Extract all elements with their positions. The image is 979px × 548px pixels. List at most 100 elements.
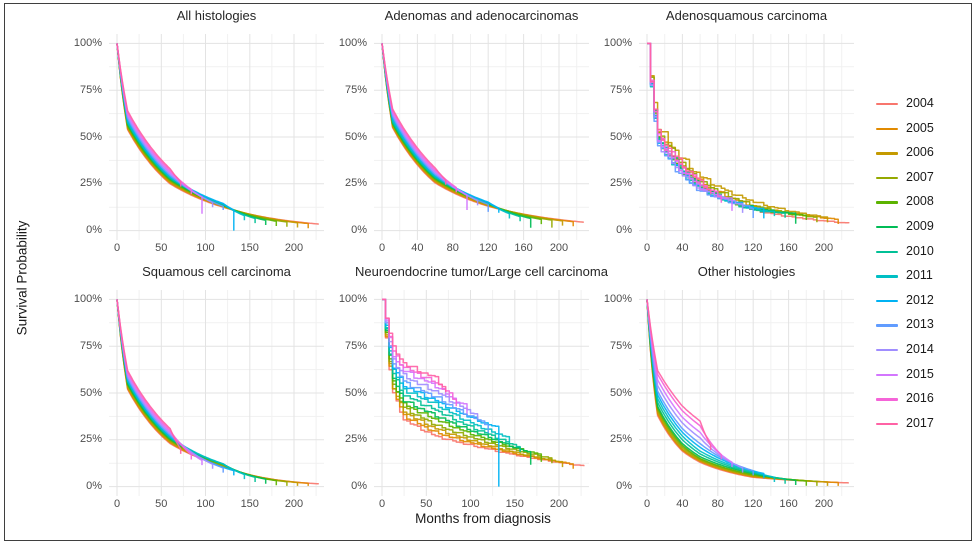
x-tick-label: 40 (676, 498, 689, 510)
legend-key-line-2015 (876, 373, 898, 376)
x-tick-label: 160 (514, 242, 533, 254)
legend-key-line-2009 (876, 226, 898, 229)
x-tick-label: 160 (779, 242, 798, 254)
legend-key-line-2017 (876, 422, 898, 426)
facet-title-3: Adenosquamous carcinoma (665, 8, 828, 23)
x-tick-label: 120 (744, 242, 763, 254)
x-tick-label: 80 (711, 498, 724, 510)
y-tick-label: 100% (603, 292, 632, 305)
legend-label-2004: 2004 (906, 96, 934, 110)
y-tick-label: 25% (609, 177, 632, 190)
survival-curve-facet4-2014 (116, 299, 214, 469)
survival-curve-facet5-2017 (382, 298, 447, 392)
survival-curve-facet5-2004 (382, 298, 585, 467)
survival-curve-facet2-2004 (381, 43, 584, 223)
x-tick-label: 50 (155, 498, 168, 510)
survival-curve-facet4-2015 (116, 299, 203, 466)
x-tick-label: 120 (744, 498, 763, 510)
x-tick-label: 150 (505, 498, 524, 510)
legend-label-2013: 2013 (906, 317, 934, 332)
y-tick-label: 50% (79, 386, 102, 399)
x-tick-label: 0 (378, 242, 386, 254)
x-tick-label: 0 (378, 498, 386, 510)
y-tick-label: 50% (609, 130, 632, 143)
survival-curve-facet3-2004 (647, 42, 850, 224)
x-tick-label: 200 (549, 242, 569, 254)
survival-curve-facet4-2004 (116, 299, 319, 485)
y-tick-label: 100% (73, 36, 102, 49)
x-tick-label: 40 (411, 242, 424, 254)
survival-curve-facet3-2014 (647, 42, 744, 213)
y-axis-title: Survival Probability (14, 220, 30, 336)
y-tick-label: 100% (338, 36, 367, 49)
y-tick-label: 75% (609, 339, 632, 352)
survival-curve-facet3-2008 (647, 42, 808, 220)
x-tick-label: 200 (284, 242, 304, 254)
x-tick-label: 0 (113, 242, 121, 254)
facet-title-2: Adenomas and adenocarcinomas (384, 8, 579, 23)
legend-key-line-2006 (876, 152, 898, 155)
y-tick-label: 75% (609, 83, 632, 96)
y-tick-label: 100% (338, 292, 367, 305)
x-tick-label: 100 (196, 498, 215, 510)
survival-curve-facet6-2011 (646, 299, 776, 482)
survival-curve-facet3-2006 (647, 42, 829, 223)
legend-label-2015: 2015 (906, 366, 934, 381)
x-tick-label: 50 (420, 498, 433, 510)
facet-title-4: Squamous cell carcinoma (142, 264, 291, 279)
legend-key-line-2008 (876, 201, 898, 204)
survival-curve-facet5-2014 (382, 298, 479, 419)
legend-label-2006: 2006 (906, 145, 934, 160)
survival-curve-facet1-2017 (116, 43, 182, 187)
x-tick-label: 160 (779, 498, 798, 510)
legend-label-2010: 2010 (906, 243, 934, 258)
x-tick-label: 100 (196, 242, 215, 254)
survival-curve-facet5-2007 (382, 298, 553, 464)
x-tick-label: 50 (155, 242, 168, 254)
y-tick-label: 25% (79, 177, 102, 190)
x-tick-label: 0 (643, 242, 651, 254)
y-tick-label: 75% (79, 339, 102, 352)
survival-curve-facet2-2015 (381, 43, 468, 210)
facet-title-1: All histologies (176, 8, 257, 23)
legend-label-2011: 2011 (906, 268, 933, 283)
y-tick-label: 50% (609, 386, 632, 399)
y-tick-label: 50% (79, 130, 102, 143)
facet-title-5: Neuroendocrine tumor/Large cell carcinom… (355, 264, 608, 279)
x-tick-label: 200 (814, 498, 834, 510)
x-tick-label: 200 (814, 242, 834, 254)
y-tick-label: 50% (344, 130, 367, 143)
x-tick-label: 120 (479, 242, 498, 254)
legend-key-line-2011 (876, 275, 898, 278)
y-tick-label: 25% (344, 433, 367, 446)
legend-label-2008: 2008 (906, 194, 934, 209)
x-tick-label: 100 (461, 498, 480, 510)
y-tick-label: 100% (603, 36, 632, 49)
survival-curve-facet5-2006 (382, 298, 564, 468)
x-tick-label: 0 (643, 498, 651, 510)
legend-key-line-2013 (876, 324, 898, 327)
x-tick-label: 40 (676, 242, 689, 254)
survival-curve-facet2-2017 (381, 43, 447, 185)
x-tick-label: 80 (711, 242, 724, 254)
survival-curve-facet5-2009 (382, 298, 532, 465)
legend-key-line-2016 (876, 398, 898, 401)
survival-curve-facet1-2004 (116, 43, 319, 225)
legend-label-2017: 2017 (906, 415, 934, 430)
x-tick-label: 200 (284, 498, 304, 510)
y-tick-label: 0% (351, 224, 367, 237)
legend-key-line-2007 (876, 176, 898, 180)
y-tick-label: 75% (344, 83, 367, 96)
legend-key-line-2010 (876, 250, 898, 253)
survival-curve-facet6-2017 (646, 299, 712, 451)
x-tick-label: 80 (446, 242, 459, 254)
y-tick-label: 0% (86, 480, 102, 493)
x-tick-label: 150 (240, 242, 259, 254)
y-tick-label: 100% (73, 292, 102, 305)
y-tick-label: 0% (86, 224, 102, 237)
y-tick-label: 25% (609, 433, 632, 446)
legend-key-line-2004 (876, 103, 898, 106)
survival-curve-facet6-2016 (646, 299, 723, 460)
